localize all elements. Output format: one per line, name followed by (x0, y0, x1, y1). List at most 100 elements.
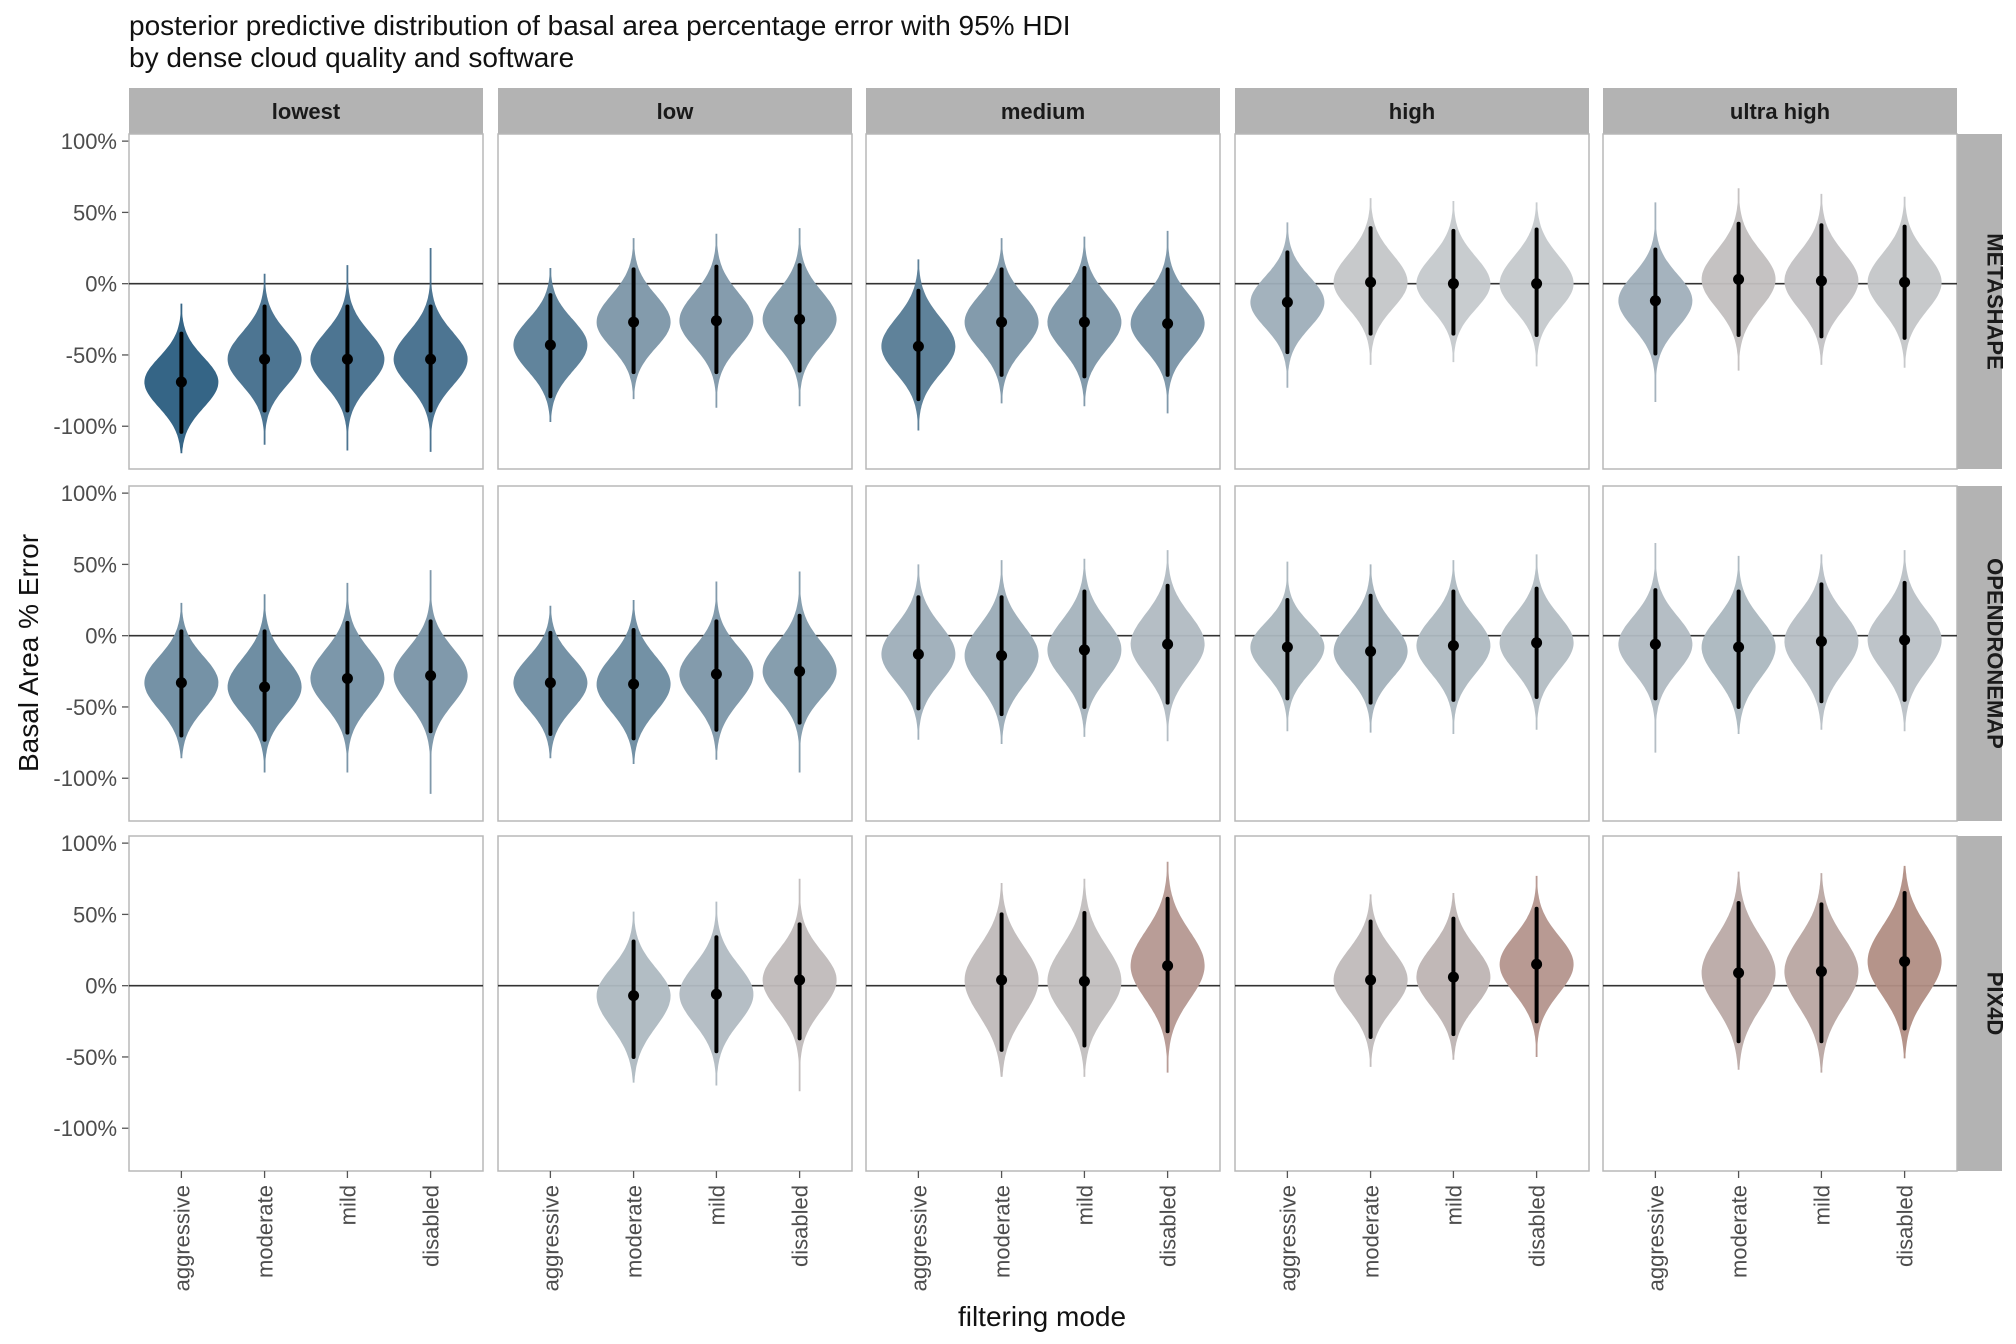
panel-metashape-lowest (128, 133, 484, 470)
x-axis-title: filtering mode (958, 1301, 1126, 1332)
x-tick-label-mild: mild (1809, 1185, 1834, 1225)
median-point (710, 668, 722, 680)
violin-mild (679, 233, 754, 408)
median-point (175, 677, 187, 689)
median-point (341, 672, 353, 684)
violin-moderate (964, 560, 1039, 744)
violin-aggressive (881, 564, 956, 740)
y-tick-label: -100% (53, 414, 117, 439)
panel-frame (128, 835, 484, 1172)
y-tick-label: -50% (66, 1045, 117, 1070)
median-point (628, 678, 640, 690)
median-point (1447, 971, 1459, 983)
median-point (1899, 955, 1911, 967)
median-point (1531, 958, 1543, 970)
panel-opendronemap-high (1234, 485, 1590, 822)
panel-pix4d-low (497, 835, 853, 1172)
violin-disabled (1499, 202, 1574, 367)
y-tick-label: 50% (73, 902, 117, 927)
violin-aggressive (1618, 202, 1693, 402)
x-tick-label-aggressive: aggressive (169, 1185, 194, 1291)
median-point (794, 974, 806, 986)
y-tick-label: 50% (73, 200, 117, 225)
row-strip-label-opendronemap: OPENDRONEMAP (1983, 558, 2008, 749)
median-point (912, 340, 924, 352)
violin-mild (1416, 201, 1491, 363)
violin-aggressive (1618, 543, 1693, 753)
violin-mild (310, 265, 385, 451)
median-point (1733, 967, 1745, 979)
violin-moderate (964, 883, 1039, 1077)
violin-moderate (1701, 188, 1776, 371)
violin-disabled (393, 248, 468, 452)
column-strip-label-low: low (657, 99, 695, 124)
x-tick-label-aggressive: aggressive (906, 1185, 931, 1291)
violin-mild (1416, 560, 1491, 734)
panel-metashape-medium (865, 133, 1221, 470)
violin-aggressive (513, 268, 588, 422)
column-strip-label-ultra-high: ultra high (1730, 99, 1830, 124)
violin-moderate (227, 594, 302, 773)
median-point (1899, 276, 1911, 288)
y-tick-label: -50% (66, 343, 117, 368)
median-point (996, 650, 1008, 662)
x-tick-label-moderate: moderate (990, 1185, 1015, 1278)
violin-aggressive (881, 259, 956, 431)
median-point (425, 670, 437, 682)
median-point (425, 353, 437, 365)
violin-mild (679, 581, 754, 760)
median-point (1733, 641, 1745, 653)
median-point (259, 353, 271, 365)
chart-subtitle: by dense cloud quality and software (129, 42, 575, 73)
y-tick-label: 0% (85, 624, 117, 649)
violin-moderate (1333, 894, 1408, 1067)
violin-disabled (762, 571, 837, 773)
median-point (1078, 644, 1090, 656)
x-tick-label-disabled: disabled (419, 1185, 444, 1267)
violin-disabled (393, 570, 468, 794)
column-strip-label-high: high (1389, 99, 1435, 124)
x-tick-label-mild: mild (335, 1185, 360, 1225)
violin-moderate (1701, 555, 1776, 734)
panel-metashape-low (497, 133, 853, 470)
violin-moderate (596, 911, 671, 1083)
x-tick-label-moderate: moderate (622, 1185, 647, 1278)
column-strip-label-lowest: lowest (272, 99, 341, 124)
median-point (794, 313, 806, 325)
violin-mild (1784, 193, 1859, 365)
violin-moderate (1701, 871, 1776, 1070)
y-tick-label: -100% (53, 766, 117, 791)
panel-pix4d-medium (865, 835, 1221, 1172)
chart-title: posterior predictive distribution of bas… (129, 10, 1071, 41)
median-point (1649, 638, 1661, 650)
median-point (259, 681, 271, 693)
column-strip-lowest (129, 88, 483, 134)
violin-disabled (1130, 861, 1205, 1073)
y-tick-label: 0% (85, 272, 117, 297)
panel-metashape-high (1234, 133, 1590, 470)
median-point (1899, 634, 1911, 646)
panel-opendronemap-medium (865, 485, 1221, 822)
violin-moderate (1333, 198, 1408, 365)
violin-mild (679, 901, 754, 1086)
violin-mild (1784, 873, 1859, 1073)
panel-pix4d-ultra-high (1602, 835, 1958, 1172)
median-point (1733, 273, 1745, 285)
x-tick-label-disabled: disabled (1893, 1185, 1918, 1267)
median-point (996, 974, 1008, 986)
violin-disabled (762, 228, 837, 407)
median-point (1078, 316, 1090, 328)
x-tick-label-mild: mild (704, 1185, 729, 1225)
median-point (628, 316, 640, 328)
median-point (1815, 635, 1827, 647)
median-point (1649, 295, 1661, 307)
violin-disabled (762, 878, 837, 1092)
y-tick-label: 100% (61, 129, 117, 154)
y-tick-label: 0% (85, 974, 117, 999)
violin-disabled (1867, 550, 1942, 732)
median-point (912, 648, 924, 660)
median-point (996, 316, 1008, 328)
median-point (1281, 641, 1293, 653)
violin-moderate (596, 238, 671, 400)
median-point (1365, 974, 1377, 986)
